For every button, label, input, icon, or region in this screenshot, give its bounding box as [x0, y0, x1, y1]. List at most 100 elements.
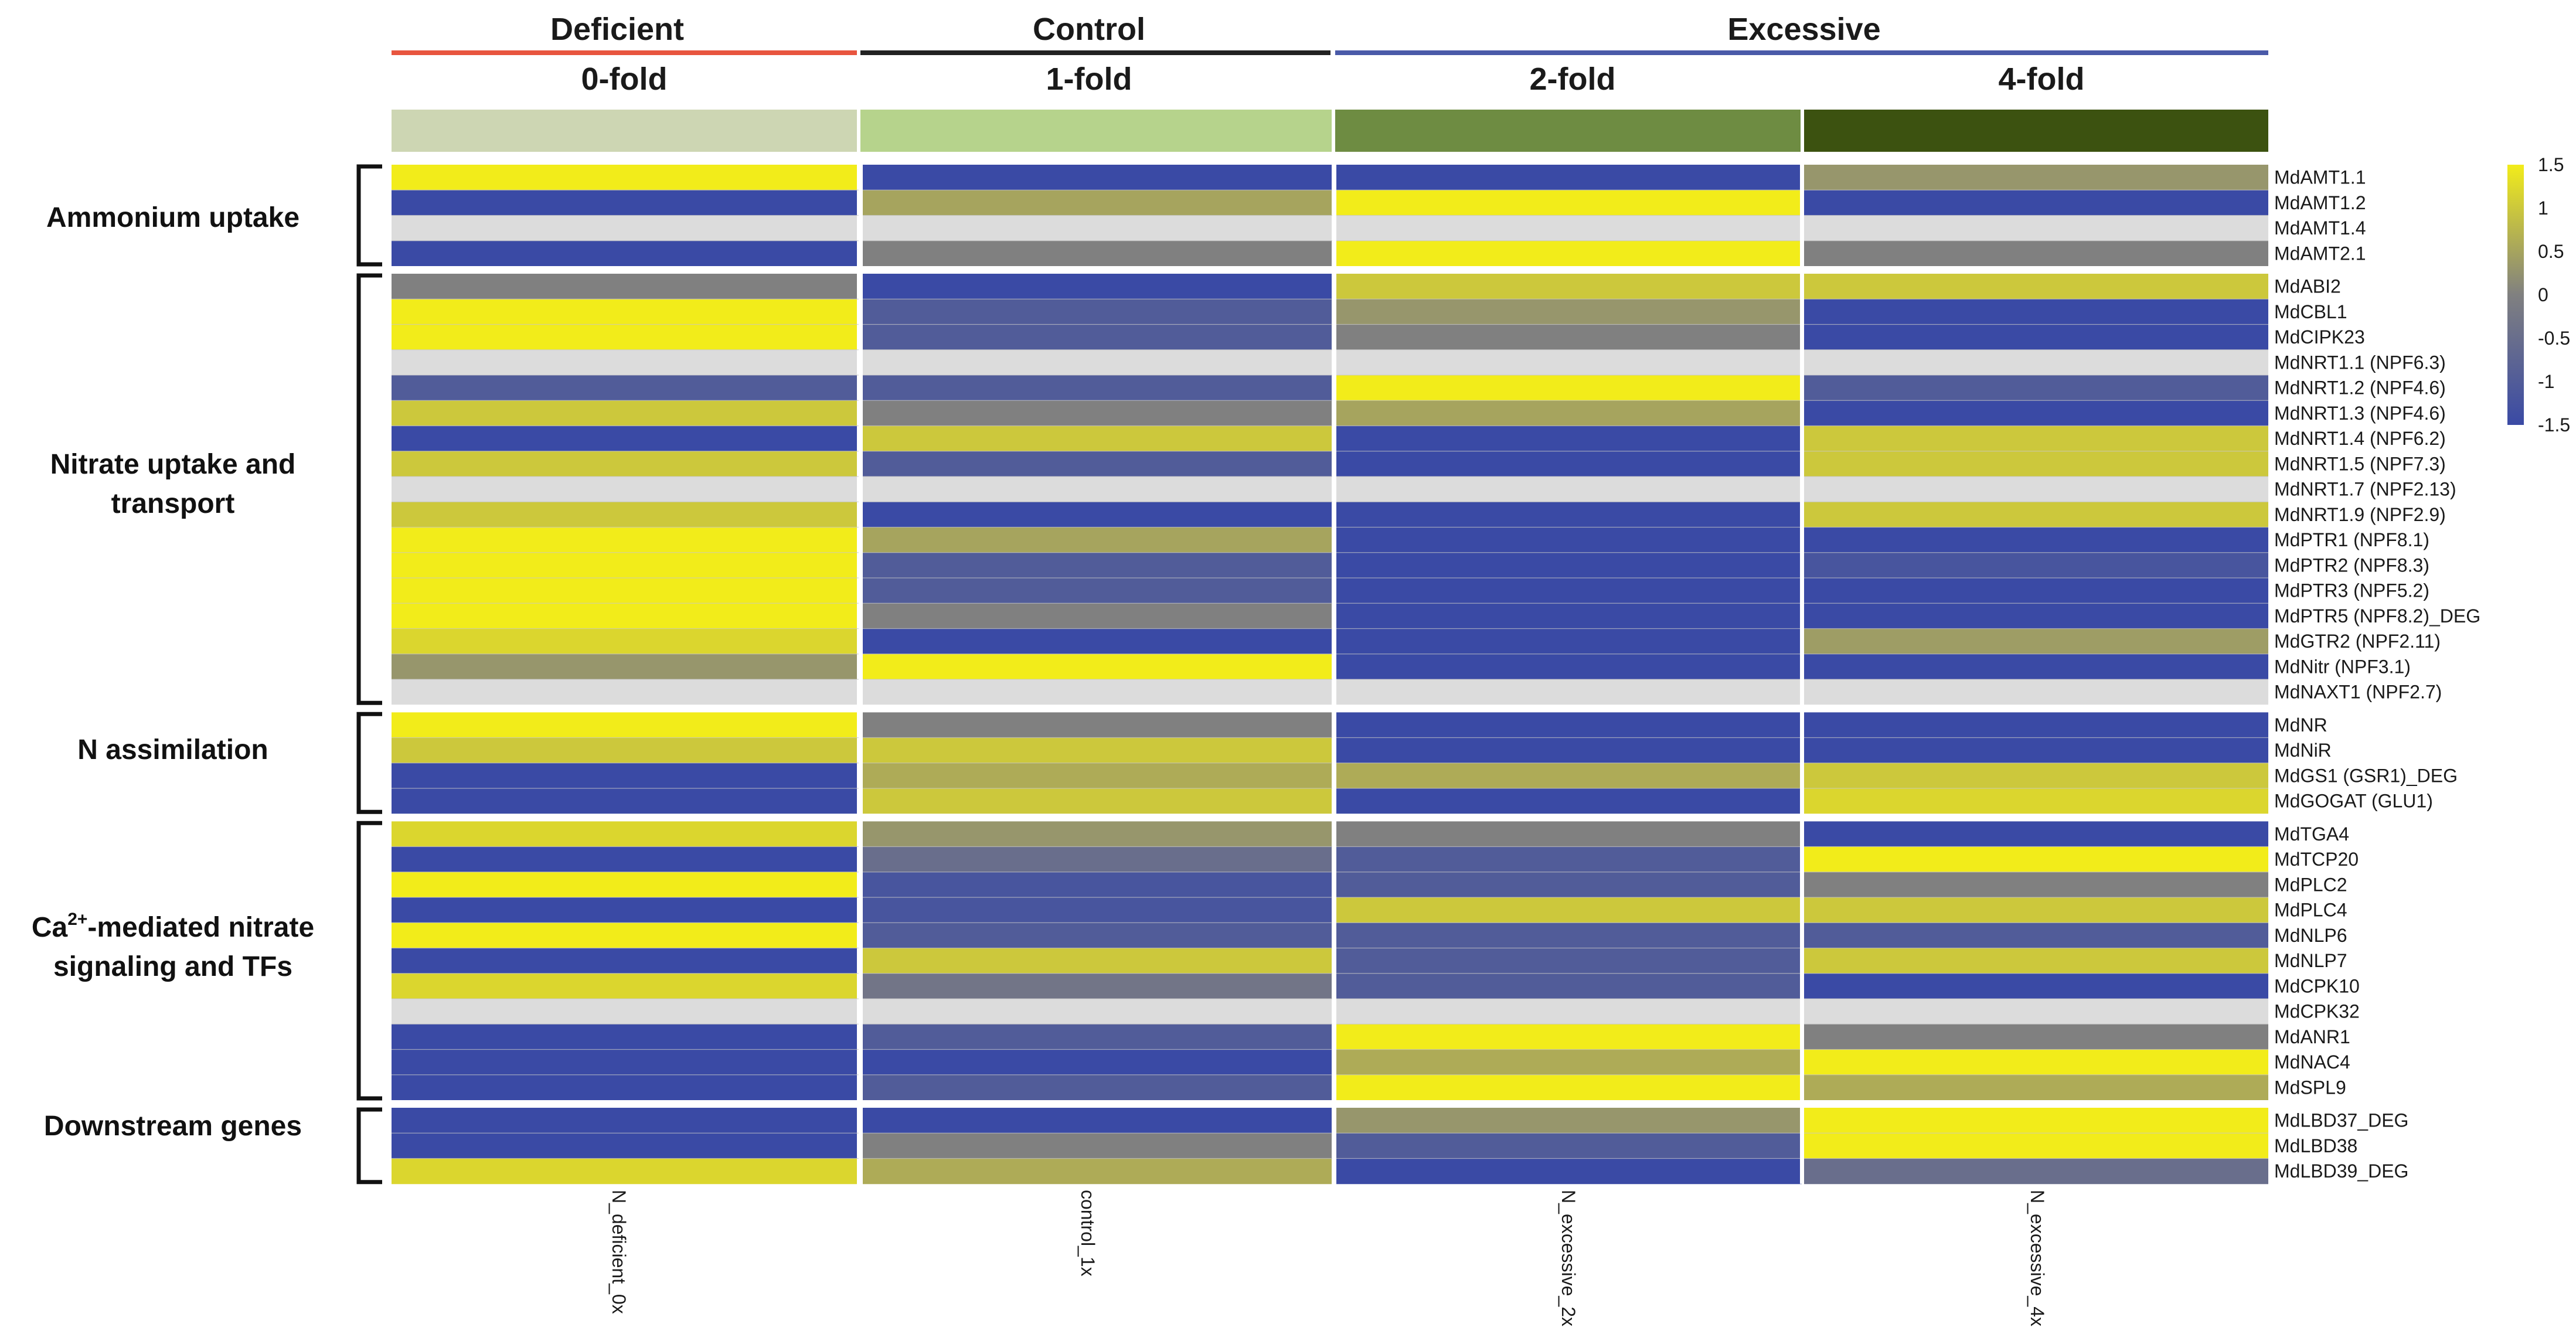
fold-label-0: 0-fold [581, 62, 668, 97]
heatmap-cell [1336, 1049, 1802, 1076]
heatmap-cell [1336, 712, 1802, 738]
fold-label-1: 1-fold [1046, 62, 1132, 97]
gene-label: MdPTR1 (NPF8.1) [2274, 529, 2429, 550]
heatmap-cell [1804, 654, 2268, 680]
heatmap-cell [1804, 1049, 2268, 1076]
color-scale-tick-label: 0.5 [2538, 241, 2564, 262]
heatmap-cell [863, 712, 1332, 738]
heatmap-cell [1336, 788, 1802, 814]
heatmap-cell [863, 999, 1332, 1025]
heatmap-cell [863, 1108, 1332, 1134]
heatmap-cell [1336, 451, 1802, 477]
heatmap-cell [1804, 215, 2268, 241]
condition-headers: Deficient Control Excessive [392, 12, 2268, 55]
gene-label: MdNRT1.3 (NPF4.6) [2274, 403, 2446, 424]
fold-label-4: 4-fold [1999, 62, 2085, 97]
gene-label: MdCPK32 [2274, 1001, 2360, 1022]
heatmap-cell [1336, 654, 1802, 680]
gene-label: MdNRT1.7 (NPF2.13) [2274, 479, 2456, 500]
heatmap-cell [863, 477, 1332, 502]
color-scale-tick-label: 1 [2538, 198, 2548, 219]
color-scale-tick-label: -1.5 [2538, 414, 2570, 435]
heatmap-cell [1336, 1133, 1802, 1159]
gene-label: MdNR [2274, 714, 2327, 736]
heatmap-cell [863, 400, 1332, 426]
heatmap-cell [392, 477, 857, 502]
fold-bar-0 [392, 110, 857, 152]
heatmap-cell [1336, 274, 1802, 300]
color-scale-bar [2507, 165, 2524, 425]
sample-label-excessive-2x: N_excessive_2x [1558, 1190, 1579, 1326]
heatmap-cell [392, 324, 857, 350]
heatmap-cell [1336, 190, 1802, 216]
heatmap-cell [1804, 502, 2268, 528]
gene-label: MdLBD37_DEG [2274, 1110, 2408, 1131]
fold-bar-4 [1804, 110, 2268, 152]
heatmap-cell [1336, 999, 1802, 1025]
heatmap-cell [1336, 215, 1802, 241]
heatmap-cell [392, 628, 857, 655]
heatmap-cell [863, 578, 1332, 604]
heatmap-cell [1336, 846, 1802, 873]
gene-label: MdAMT1.2 [2274, 192, 2366, 213]
sample-label-control: control_1x [1077, 1190, 1098, 1277]
heatmap-cell [1804, 872, 2268, 898]
heatmap-cell [863, 973, 1332, 999]
heatmap-cell [1804, 897, 2268, 923]
heatmap-cell [1336, 578, 1802, 604]
fold-bar-1 [860, 110, 1332, 152]
heatmap-cell [1804, 552, 2268, 578]
heatmap-cell [1804, 1024, 2268, 1050]
heatmap-cell [392, 375, 857, 401]
heatmap-cell [863, 1024, 1332, 1050]
gene-labels: MdAMT1.1 MdAMT1.2 MdAMT1.4 MdAMT2.1 MdABI2 Md… [2274, 167, 2480, 1182]
heatmap-cell [863, 679, 1332, 705]
heatmap-cell [1336, 872, 1802, 898]
color-scale-legend: 1.5 1 0.5 0 -0.5 -1 -1.5 [2507, 154, 2570, 435]
gene-label: MdPLC4 [2274, 900, 2347, 921]
group-label-nitrate-line1: Nitrate uptake and [50, 449, 296, 480]
heatmap-cell [392, 737, 857, 764]
group-label-n-assimilation: N assimilation [77, 734, 268, 765]
gene-label: MdANR1 [2274, 1026, 2350, 1047]
heatmap-cell [1804, 578, 2268, 604]
gene-label: MdNLP6 [2274, 925, 2347, 946]
heatmap-cell [1336, 1024, 1802, 1050]
group-bracket [356, 273, 382, 705]
heatmap-cell [1336, 552, 1802, 578]
heatmap-cell [392, 349, 857, 376]
heatmap-cell [1804, 1133, 2268, 1159]
heatmap-cell [392, 400, 857, 426]
heatmap-cell [863, 846, 1332, 873]
heatmap-cell [863, 654, 1332, 680]
group-label-nitrate-line2: transport [111, 488, 235, 519]
heatmap-cell [863, 897, 1332, 923]
gene-label: MdLBD39_DEG [2274, 1161, 2408, 1182]
heatmap-cells [392, 165, 2268, 1185]
heatmap-cell [1336, 324, 1802, 350]
heatmap-cell [863, 190, 1332, 216]
heatmap-cell [392, 215, 857, 241]
group-gap [387, 266, 2273, 274]
gene-label: MdNAXT1 (NPF2.7) [2274, 682, 2442, 703]
heatmap-cell [392, 999, 857, 1025]
heatmap-cell [1804, 400, 2268, 426]
color-scale-tick-label: -0.5 [2538, 328, 2570, 349]
heatmap-cell [1336, 628, 1802, 655]
heatmap-cell [392, 1133, 857, 1159]
heatmap-cell [392, 973, 857, 999]
heatmap-cell [392, 654, 857, 680]
heatmap-cell [863, 628, 1332, 655]
heatmap-cell [392, 679, 857, 705]
heatmap-cell [1804, 737, 2268, 764]
condition-label-deficient: Deficient [550, 12, 684, 47]
heatmap-cell [863, 451, 1332, 477]
heatmap-cell [863, 603, 1332, 629]
heatmap-cell [863, 215, 1332, 241]
gene-label: MdPTR2 (NPF8.3) [2274, 554, 2429, 576]
gene-label: MdNRT1.1 (NPF6.3) [2274, 352, 2446, 373]
gene-label: MdPLC2 [2274, 874, 2347, 895]
heatmap-cell [863, 763, 1332, 789]
heatmap-cell [1336, 299, 1802, 325]
heatmap-cell [1336, 763, 1802, 789]
